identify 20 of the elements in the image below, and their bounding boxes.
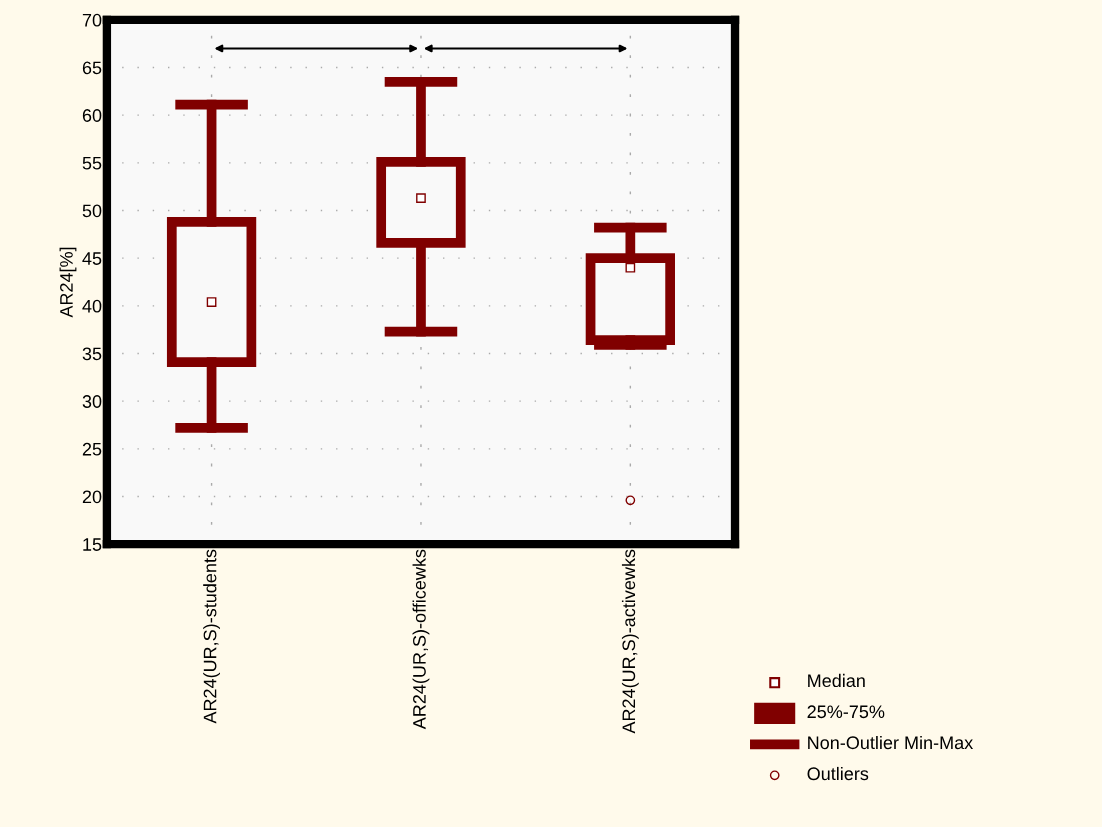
y-tick-label: 55 — [82, 156, 102, 170]
y-tick-label: 70 — [82, 13, 102, 27]
text: Non-Outlier Min-Max — [808, 735, 974, 750]
y-axis-title: AR24[%] — [59, 247, 77, 318]
y-tick-label: 35 — [82, 347, 102, 361]
y-tick-label: 50 — [82, 204, 102, 218]
x-tick-label: AR24(UR,S)-officewks — [412, 549, 430, 730]
x-tick-label: AR24(UR,S)-activewks — [621, 549, 639, 734]
y-tick-label: 65 — [82, 61, 102, 75]
text: Median — [808, 673, 865, 688]
y-tick-label: 60 — [82, 109, 102, 122]
text: 25%-75% — [807, 705, 885, 719]
y-tick-label: 40 — [82, 299, 102, 313]
y-tick-label: 25 — [82, 442, 102, 456]
text: Outliers — [807, 766, 869, 781]
y-tick-label: 45 — [82, 252, 102, 265]
x-tick-label: AR24(UR,S)-students — [203, 549, 220, 724]
y-tick-label: 20 — [82, 490, 102, 504]
y-tick-label: 30 — [82, 395, 102, 408]
y-tick-label: 15 — [83, 538, 102, 551]
